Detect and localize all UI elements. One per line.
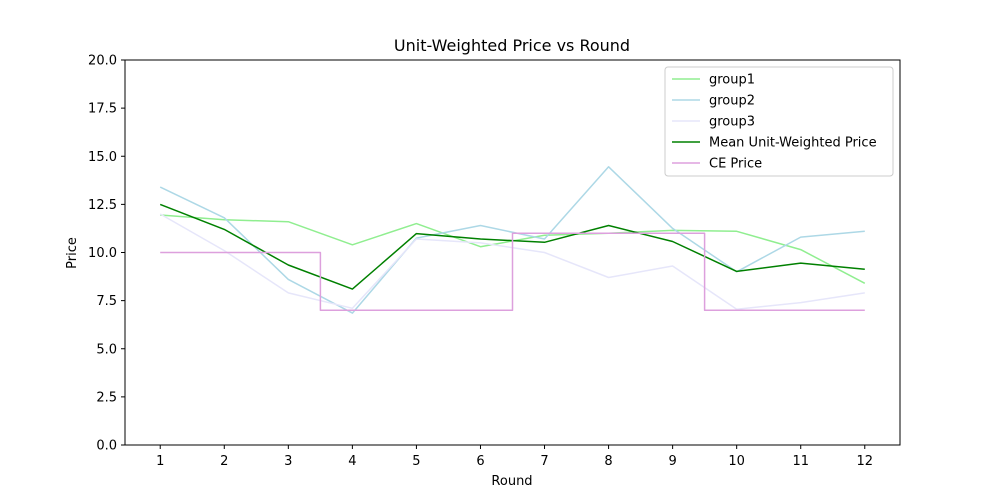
y-tick-label: 7.5 bbox=[96, 294, 117, 309]
y-tick-label: 20.0 bbox=[88, 54, 117, 69]
legend-label-group2: group2 bbox=[709, 94, 755, 109]
x-axis: 1 2 3 4 5 6 7 8 9 10 11 12 bbox=[156, 445, 873, 469]
legend-label-group1: group1 bbox=[709, 73, 755, 88]
chart-title: Unit-Weighted Price vs Round bbox=[394, 36, 630, 55]
x-tick-label: 10 bbox=[728, 454, 745, 469]
x-tick-label: 7 bbox=[540, 454, 548, 469]
y-axis: 0.0 2.5 5.0 7.5 10.0 12.5 15.0 17.5 20.0 bbox=[88, 54, 125, 454]
x-tick-label: 9 bbox=[668, 454, 676, 469]
series-line-group2 bbox=[159, 166, 865, 314]
y-tick-label: 5.0 bbox=[96, 342, 117, 357]
legend-box bbox=[664, 66, 894, 177]
x-tick-label: 1 bbox=[156, 454, 164, 469]
series-line-ce-price bbox=[160, 232, 865, 312]
x-axis-label: Round bbox=[491, 474, 532, 489]
y-axis-label: Price bbox=[65, 237, 80, 269]
legend: group1 group2 group3 Mean Unit-Weighted Pri… bbox=[664, 66, 894, 177]
y-tick-label: 12.5 bbox=[88, 198, 117, 213]
legend-label-ce-price: CE Price bbox=[709, 157, 762, 172]
x-tick-label: 2 bbox=[220, 454, 228, 469]
plot-lines bbox=[159, 166, 866, 314]
x-tick-label: 3 bbox=[284, 454, 292, 469]
x-tick-label: 4 bbox=[348, 454, 356, 469]
legend-label-mean-unit-weighted-price: Mean Unit-Weighted Price bbox=[709, 136, 877, 151]
y-tick-label: 10.0 bbox=[88, 246, 117, 261]
y-tick-label: 0.0 bbox=[96, 439, 117, 454]
legend-label-group3: group3 bbox=[709, 115, 755, 130]
y-tick-label: 15.0 bbox=[88, 150, 117, 165]
y-tick-label: 17.5 bbox=[88, 102, 117, 117]
x-tick-label: 11 bbox=[792, 454, 809, 469]
x-tick-label: 5 bbox=[412, 454, 420, 469]
x-tick-label: 6 bbox=[476, 454, 484, 469]
x-tick-label: 8 bbox=[604, 454, 612, 469]
x-tick-label: 12 bbox=[856, 454, 873, 469]
y-tick-label: 2.5 bbox=[96, 390, 117, 405]
